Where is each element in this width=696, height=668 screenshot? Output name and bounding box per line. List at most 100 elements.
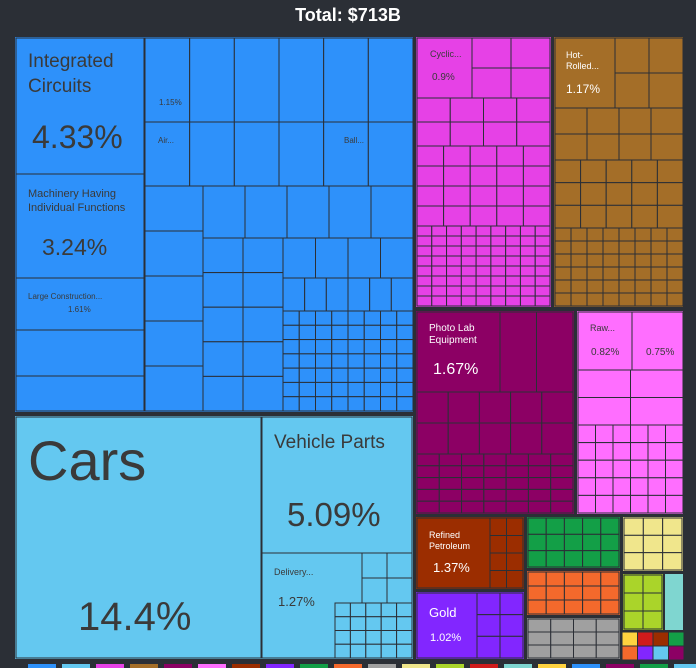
treemap-cell[interactable] (554, 182, 582, 206)
treemap-cell[interactable] (328, 185, 372, 239)
treemap-cell[interactable] (416, 245, 433, 257)
treemap-cell[interactable] (363, 339, 381, 355)
treemap-cell[interactable] (554, 159, 582, 184)
treemap-cell[interactable] (496, 165, 524, 187)
treemap-cell[interactable] (331, 324, 349, 341)
treemap-cell[interactable] (416, 465, 440, 479)
treemap-cell[interactable] (334, 616, 351, 631)
treemap-cell[interactable] (545, 599, 565, 615)
treemap-cell[interactable] (416, 488, 440, 502)
treemap-cell[interactable] (323, 121, 369, 187)
treemap-cell[interactable] (516, 97, 551, 123)
treemap-cell[interactable] (416, 500, 440, 514)
treemap-cell[interactable] (650, 240, 668, 255)
treemap-cell[interactable] (534, 295, 551, 307)
treemap-cell[interactable] (347, 339, 365, 355)
treemap-cell[interactable] (505, 285, 521, 297)
treemap-cell[interactable] (595, 477, 614, 496)
cell-vehicle-parts[interactable] (261, 416, 413, 554)
treemap-cell[interactable] (634, 240, 652, 255)
treemap-cell[interactable] (367, 121, 414, 187)
treemap-cell[interactable] (550, 644, 574, 659)
treemap-cell[interactable] (650, 107, 684, 135)
treemap-cell[interactable] (483, 453, 507, 467)
treemap-cell[interactable] (347, 277, 371, 312)
treemap-cell[interactable] (370, 185, 414, 239)
treemap-cell[interactable] (349, 630, 367, 645)
treemap-cell[interactable] (630, 477, 649, 496)
treemap-cell[interactable] (665, 442, 684, 461)
treemap-cell[interactable] (630, 397, 684, 426)
treemap-cell[interactable] (447, 422, 480, 455)
treemap-cell[interactable] (510, 422, 543, 455)
treemap-cell[interactable] (396, 339, 414, 355)
cell-refined-petroleum[interactable] (416, 517, 491, 589)
treemap-cell[interactable] (380, 616, 398, 631)
treemap-cell[interactable] (416, 205, 445, 227)
treemap-cell[interactable] (541, 391, 574, 424)
treemap-cell[interactable] (443, 185, 471, 207)
treemap-cell[interactable] (365, 643, 382, 659)
treemap-cell[interactable] (577, 397, 631, 426)
treemap-cell[interactable] (595, 644, 620, 659)
treemap-cell[interactable] (396, 310, 414, 326)
treemap-cell[interactable] (298, 339, 316, 355)
treemap-cell[interactable] (144, 320, 204, 367)
treemap-cell[interactable] (446, 285, 462, 297)
treemap-cell[interactable] (630, 442, 649, 461)
treemap-cell[interactable] (519, 225, 536, 237)
treemap-cell[interactable] (396, 324, 414, 341)
treemap-cell[interactable] (545, 571, 565, 587)
cell-cyclic[interactable] (416, 37, 473, 99)
treemap-cell[interactable] (614, 37, 650, 74)
treemap-cell[interactable] (416, 145, 445, 167)
legend-swatch[interactable] (504, 664, 532, 668)
treemap-cell[interactable] (642, 610, 663, 630)
treemap-cell[interactable] (554, 279, 572, 294)
treemap-cell[interactable] (612, 477, 631, 496)
treemap-cell[interactable] (469, 205, 498, 227)
treemap-cell[interactable] (325, 277, 349, 312)
treemap-cell[interactable] (282, 277, 306, 312)
treemap-cell[interactable] (331, 353, 349, 369)
treemap-cell[interactable] (623, 574, 644, 594)
treemap-cell[interactable] (438, 488, 463, 502)
treemap-cell[interactable] (647, 477, 666, 496)
treemap-cell[interactable] (363, 353, 381, 369)
treemap-cell[interactable] (550, 488, 574, 502)
treemap-cell[interactable] (554, 204, 582, 229)
treemap-cell[interactable] (582, 571, 602, 587)
treemap-cell[interactable] (396, 396, 414, 412)
treemap-cell[interactable] (416, 97, 451, 123)
treemap-cell[interactable] (516, 121, 551, 147)
treemap-cell[interactable] (443, 145, 471, 167)
treemap-cell[interactable] (347, 367, 365, 383)
treemap-cell[interactable] (460, 255, 477, 267)
treemap-cell[interactable] (545, 585, 565, 601)
treemap-cell[interactable] (416, 453, 440, 467)
treemap-cell[interactable] (315, 339, 333, 355)
treemap-cell[interactable] (331, 367, 349, 383)
treemap-cell[interactable] (380, 381, 398, 398)
treemap-cell[interactable] (202, 341, 244, 377)
treemap-cell[interactable] (570, 266, 588, 281)
treemap-cell[interactable] (443, 205, 471, 227)
treemap-cell[interactable] (505, 225, 521, 237)
treemap-cell[interactable] (595, 618, 620, 633)
treemap-cell[interactable] (650, 266, 668, 281)
treemap-cell[interactable] (642, 534, 664, 554)
treemap-cell[interactable] (189, 121, 235, 187)
treemap-cell[interactable] (446, 295, 462, 307)
cell-hot-rolled[interactable] (554, 37, 616, 109)
treemap-cell[interactable] (586, 240, 604, 255)
treemap-cell[interactable] (298, 396, 316, 412)
treemap-cell[interactable] (618, 266, 636, 281)
treemap-cell[interactable] (602, 279, 620, 294)
treemap-cell[interactable] (634, 227, 652, 242)
treemap-cell[interactable] (490, 295, 507, 307)
treemap-cell[interactable] (282, 310, 300, 326)
treemap-cell[interactable] (582, 550, 602, 568)
treemap-cell[interactable] (554, 253, 572, 268)
legend-swatch[interactable] (232, 664, 260, 668)
treemap-cell[interactable] (490, 245, 507, 257)
